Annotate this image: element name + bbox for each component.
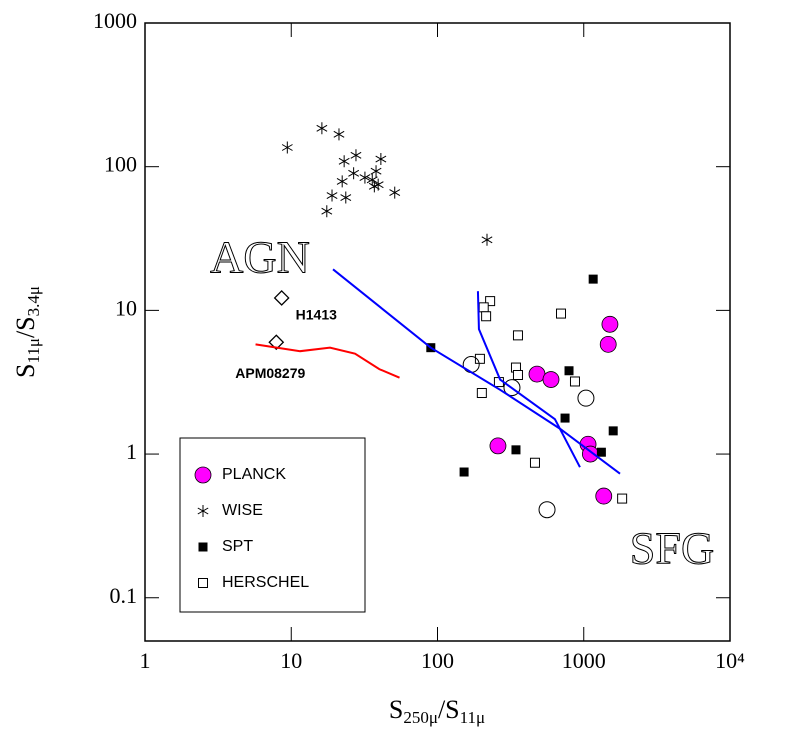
- legend-marker: [197, 505, 209, 517]
- open-circle-point: [462, 356, 480, 374]
- herschel-point: [512, 330, 523, 341]
- legend-marker: [198, 578, 208, 588]
- wise-point: [321, 205, 333, 218]
- y-tick-label: 1: [126, 439, 137, 464]
- wise-point: [340, 191, 352, 204]
- wise-point: [338, 155, 350, 168]
- spt-point: [459, 467, 469, 477]
- y-axis-label-part: 11μ: [24, 338, 43, 363]
- wise-point: [336, 175, 348, 188]
- herschel-point: [556, 308, 567, 319]
- legend-label: PLANCK: [222, 466, 286, 483]
- spt-point: [560, 413, 570, 423]
- legend-label: WISE: [222, 502, 263, 519]
- x-tick-label: 10: [280, 648, 302, 673]
- x-tick-label: 1000: [562, 648, 606, 673]
- wise-point: [348, 167, 360, 180]
- y-tick-label: 100: [104, 152, 137, 177]
- annotation: AGN: [210, 232, 310, 283]
- wise-point: [370, 165, 382, 178]
- wise-point: [481, 233, 493, 246]
- model-track: [476, 291, 581, 468]
- spt-point: [608, 426, 618, 436]
- wise-point: [316, 122, 328, 135]
- herschel-point: [478, 302, 489, 313]
- point-label: H1413: [296, 307, 337, 323]
- x-axis-label: S250μ/S11μ: [389, 695, 485, 727]
- y-tick-label: 10: [115, 295, 137, 320]
- y-axis-label-part: /S: [11, 316, 40, 338]
- x-axis-label-part: 11μ: [460, 708, 485, 727]
- spt-point: [596, 447, 606, 457]
- wise-point: [333, 128, 345, 141]
- planck-point: [601, 315, 619, 333]
- x-tick-label: 10⁴: [715, 648, 745, 673]
- x-tick-label: 100: [421, 648, 454, 673]
- x-axis-label-part: S: [389, 695, 403, 724]
- wise-point: [375, 153, 387, 166]
- spt-point: [588, 274, 598, 284]
- herschel-point: [485, 296, 496, 307]
- y-axis-label: S11μ/S3.4μ: [11, 286, 43, 378]
- diamond-point: [268, 334, 285, 351]
- model-track: [332, 268, 621, 475]
- legend-marker: [198, 542, 208, 552]
- legend-label: SPT: [222, 538, 253, 555]
- herschel-point: [512, 369, 523, 380]
- open-circle-point: [503, 379, 521, 397]
- y-tick-label: 1000: [93, 8, 137, 33]
- x-tick-label: 1: [140, 648, 151, 673]
- open-circle-point: [577, 389, 595, 407]
- herschel-point: [474, 353, 485, 364]
- wise-point: [281, 141, 293, 154]
- herschel-point: [569, 376, 580, 387]
- y-axis-label-part: 3.4μ: [24, 286, 43, 316]
- herschel-point: [617, 493, 628, 504]
- planck-point: [489, 437, 507, 455]
- wise-point: [326, 189, 338, 202]
- herschel-point: [529, 457, 540, 468]
- y-axis-label-part: S: [11, 364, 40, 378]
- diamond-point: [273, 290, 290, 306]
- spt-point: [511, 445, 521, 455]
- legend-box: [179, 437, 366, 613]
- legend-label: HERSCHEL: [222, 574, 309, 591]
- planck-point: [599, 335, 617, 353]
- y-tick-label: 0.1: [110, 583, 138, 608]
- wise-point: [359, 171, 371, 184]
- spt-point: [564, 366, 574, 376]
- wise-point: [368, 180, 380, 193]
- point-label: APM08279: [235, 365, 305, 381]
- legend-marker: [194, 466, 212, 484]
- wise-point: [350, 149, 362, 162]
- x-axis-label-part: 250μ: [403, 708, 438, 727]
- wise-point: [389, 186, 401, 199]
- x-axis-label-part: /S: [438, 695, 460, 724]
- annotation: SFG: [630, 523, 714, 574]
- planck-point: [542, 371, 560, 388]
- planck-point: [595, 487, 613, 505]
- wise-point: [366, 173, 378, 186]
- herschel-point: [476, 388, 487, 399]
- herschel-point: [481, 311, 492, 322]
- open-circle-point: [538, 501, 556, 519]
- model-track: [255, 343, 400, 379]
